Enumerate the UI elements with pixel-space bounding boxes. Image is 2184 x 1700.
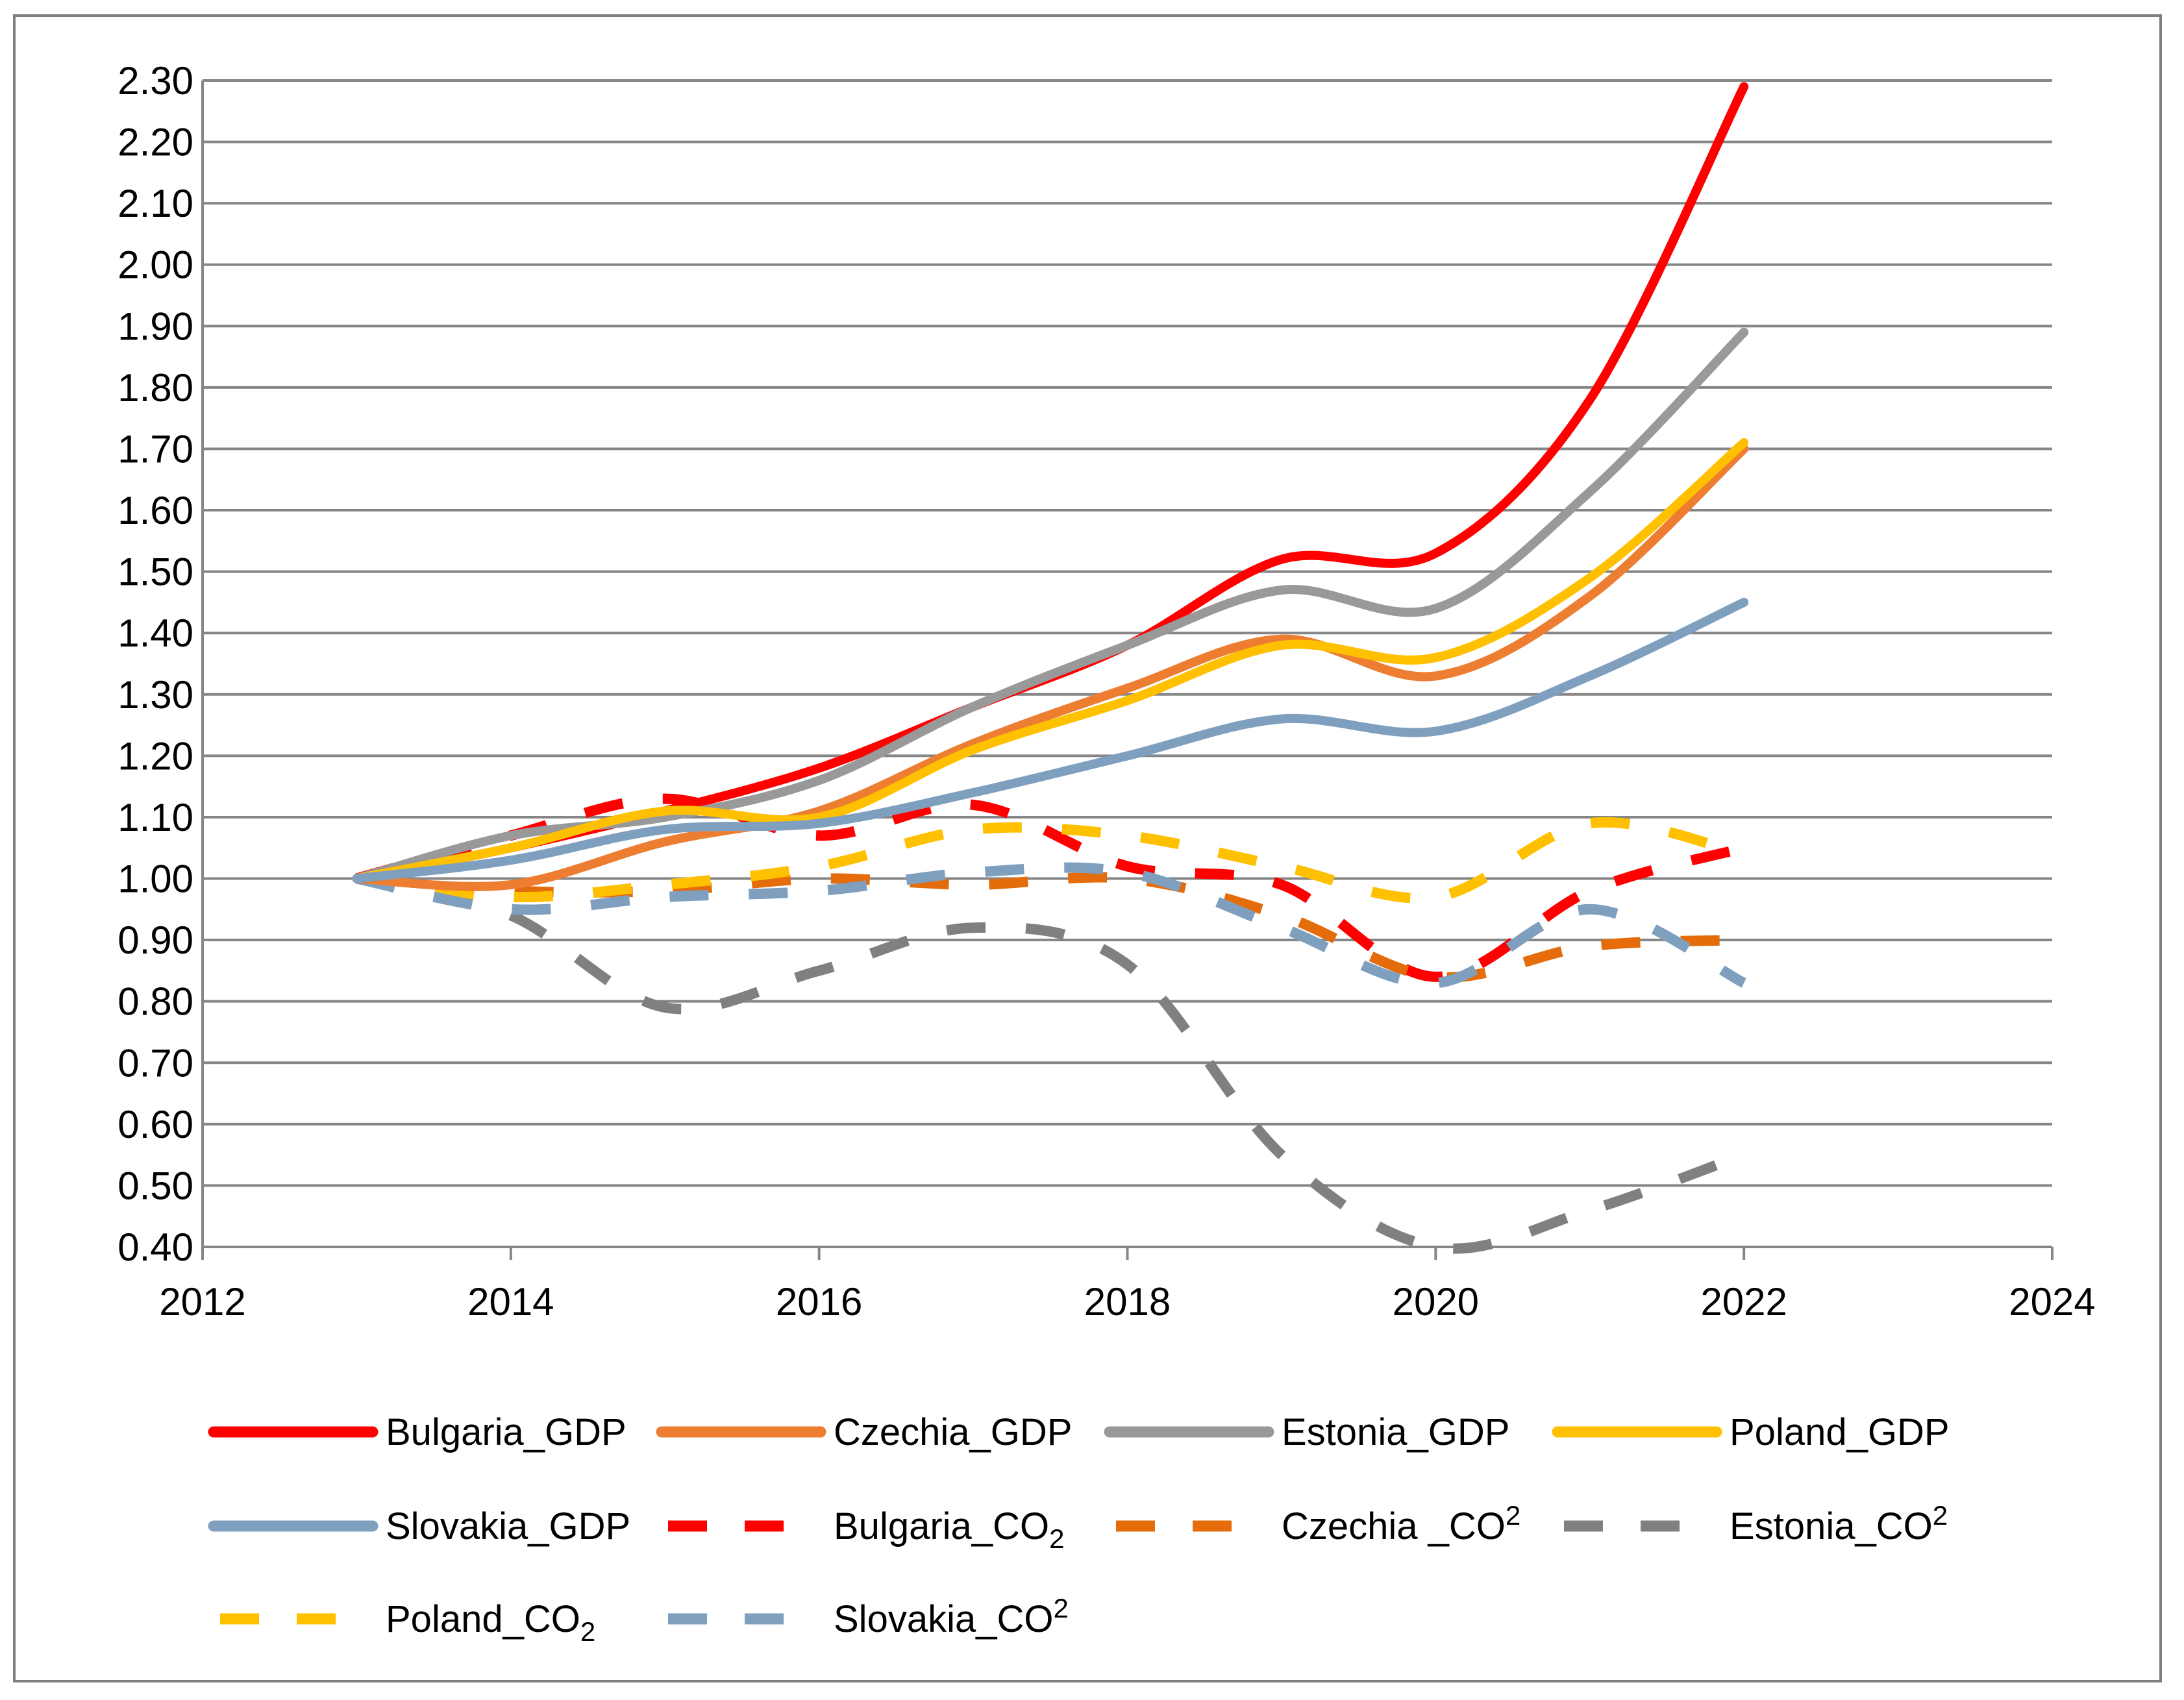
legend-label: Estonia_CO2	[1730, 1500, 1948, 1547]
legend-label: Bulgaria_GDP	[386, 1411, 627, 1453]
legend-item-czechia_gdp: Czechia_GDP	[656, 1411, 1072, 1453]
y-tick-label: 1.30	[118, 673, 193, 717]
legend-item-poland_co2: Poland_CO2	[220, 1598, 595, 1647]
y-tick-label: 1.70	[118, 427, 193, 471]
legend-item-czechia_co2: Czechia _CO2	[1116, 1500, 1520, 1547]
y-tick-label: 2.30	[118, 59, 193, 103]
legend-label: Czechia_GDP	[834, 1411, 1072, 1453]
y-tick-label: 1.00	[118, 857, 193, 901]
y-tick-label: 1.20	[118, 734, 193, 778]
y-tick-label: 0.50	[118, 1164, 193, 1207]
y-tick-label: 1.10	[118, 796, 193, 839]
legend-label: Poland_CO2	[386, 1598, 595, 1647]
legend-label-subscript: 2	[1049, 1523, 1064, 1554]
legend-label-text: Czechia_GDP	[834, 1411, 1072, 1453]
x-tick-label: 2024	[2009, 1280, 2095, 1324]
series-line-slovakia_gdp	[352, 597, 1749, 883]
x-tick-label: 2014	[467, 1280, 554, 1324]
line-chart: 0.40 0.50 0.60 0.70 0.80 0.90 1.00 1.10 1.20 1.30…	[118, 59, 2096, 1647]
series-line-estonia_co2	[355, 873, 1746, 1254]
legend-label-subscript: 2	[580, 1616, 595, 1647]
y-tick-label: 0.70	[118, 1041, 193, 1085]
series-line-poland_gdp	[352, 438, 1749, 883]
legend-label-text: Poland_CO	[386, 1598, 580, 1640]
legend-item-poland_gdp: Poland_GDP	[1552, 1411, 1950, 1453]
legend-item-slovakia_gdp: Slovakia_GDP	[208, 1505, 630, 1547]
legend-label: Estonia_GDP	[1282, 1411, 1509, 1453]
legend-item-bulgaria_gdp: Bulgaria_GDP	[208, 1411, 627, 1453]
series-line-estonia_gdp	[352, 327, 1749, 883]
legend-label-text: Czechia _CO	[1282, 1505, 1506, 1547]
legend-item-estonia_co2: Estonia_CO2	[1564, 1500, 1948, 1547]
series-line-slovakia_co2	[355, 862, 1746, 989]
legend-label: Slovakia_CO2	[834, 1593, 1069, 1640]
series-line-bulgaria_gdp	[352, 82, 1749, 883]
legend-label: Bulgaria_CO2	[834, 1505, 1064, 1554]
series-line-czechia_gdp	[352, 444, 1749, 891]
y-tick-label: 1.60	[118, 489, 193, 532]
legend-label-subscript: 2	[1506, 1500, 1520, 1531]
legend-label-text: Bulgaria_GDP	[386, 1411, 627, 1453]
y-tick-label: 0.80	[118, 980, 193, 1024]
legend-label-text: Slovakia_CO	[834, 1598, 1053, 1640]
x-tick-label: 2022	[1700, 1280, 1787, 1324]
y-tick-label: 1.80	[118, 366, 193, 410]
y-tick-label: 1.90	[118, 304, 193, 348]
legend-label-text: Slovakia_GDP	[386, 1505, 630, 1547]
legend-label: Czechia _CO2	[1282, 1500, 1520, 1547]
y-tick-label: 2.20	[118, 121, 193, 164]
y-tick-label: 1.40	[118, 611, 193, 655]
x-tick-label: 2016	[776, 1280, 862, 1324]
legend-label-subscript: 2	[1933, 1500, 1948, 1531]
legend-label-subscript: 2	[1053, 1593, 1068, 1623]
legend-label-text: Estonia_CO	[1730, 1505, 1933, 1547]
y-tick-label: 0.90	[118, 918, 193, 962]
legend-label-text: Poland_GDP	[1730, 1411, 1950, 1453]
legend-label: Slovakia_GDP	[386, 1505, 630, 1547]
legend-label-text: Estonia_GDP	[1282, 1411, 1509, 1453]
legend-label: Poland_GDP	[1730, 1411, 1950, 1453]
legend-label-text: Bulgaria_CO	[834, 1505, 1049, 1547]
chart-frame: 0.40 0.50 0.60 0.70 0.80 0.90 1.00 1.10 1.20 1.30…	[13, 14, 2162, 1682]
legend-item-slovakia_co2: Slovakia_CO2	[668, 1593, 1069, 1640]
legend-item-estonia_gdp: Estonia_GDP	[1104, 1411, 1509, 1453]
x-tick-label: 2020	[1393, 1280, 1479, 1324]
x-tick-label: 2012	[159, 1280, 245, 1324]
y-tick-label: 2.00	[118, 243, 193, 287]
x-tick-label: 2018	[1084, 1280, 1171, 1324]
y-tick-label: 1.50	[118, 550, 193, 594]
legend-item-bulgaria_co2: Bulgaria_CO2	[668, 1505, 1064, 1554]
y-tick-label: 0.60	[118, 1103, 193, 1146]
y-tick-label: 0.40	[118, 1226, 193, 1269]
y-tick-label: 2.10	[118, 182, 193, 225]
